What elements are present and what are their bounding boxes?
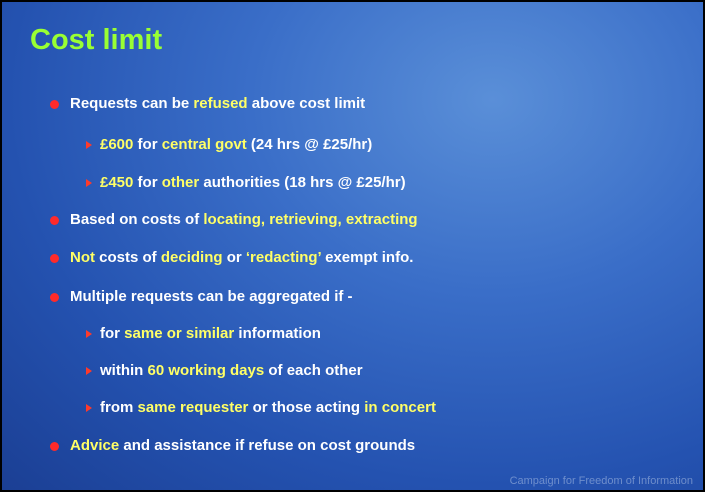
text-run: same requester [138, 399, 249, 416]
text-run: for [133, 174, 161, 191]
text-run: same or similar [124, 325, 234, 342]
slide: Cost limit Campaign for Freedom of Infor… [0, 0, 705, 492]
text-run: exempt info. [321, 249, 414, 266]
sub-bullet-text: from same requester or those acting in c… [100, 399, 436, 416]
text-run: 60 working days [148, 362, 265, 379]
bullet-marker [50, 293, 59, 302]
sub-bullet-text: £450 for other authorities (18 hrs @ £25… [100, 174, 406, 191]
text-run: other [162, 174, 200, 191]
sub-bullet-text: for same or similar information [100, 325, 321, 342]
text-run: refused [193, 95, 247, 112]
text-run: of each other [264, 362, 362, 379]
text-run: Multiple requests can be aggregated if - [70, 288, 353, 305]
text-run: £600 [100, 136, 133, 153]
text-run: for [100, 325, 124, 342]
text-run: Requests can be [70, 95, 193, 112]
text-run: Advice [70, 437, 119, 454]
sub-bullet-marker [86, 367, 92, 375]
text-run: authorities (18 hrs @ £25/hr) [199, 174, 405, 191]
text-run: and assistance if refuse on cost grounds [119, 437, 415, 454]
text-run: costs of [95, 249, 161, 266]
text-run: ‘redacting’ [246, 249, 321, 266]
bullet-text: Multiple requests can be aggregated if - [70, 288, 353, 305]
text-run: above cost limit [248, 95, 366, 112]
sub-bullet-marker [86, 404, 92, 412]
sub-bullet-text: within 60 working days of each other [100, 362, 363, 379]
sub-bullet-marker [86, 179, 92, 187]
bullet-marker [50, 442, 59, 451]
text-run: central govt [162, 136, 247, 153]
text-run: within [100, 362, 148, 379]
text-run: locating, retrieving, extracting [203, 211, 417, 228]
slide-title: Cost limit [30, 24, 162, 57]
text-run: or [223, 249, 246, 266]
text-run: information [234, 325, 321, 342]
sub-bullet-marker [86, 141, 92, 149]
bullet-marker [50, 216, 59, 225]
text-run: in concert [364, 399, 436, 416]
text-run: Based on costs of [70, 211, 203, 228]
bullet-text: Not costs of deciding or ‘redacting’ exe… [70, 249, 413, 266]
footer: Campaign for Freedom of Information [510, 475, 693, 487]
text-run: or those acting [248, 399, 364, 416]
bullet-marker [50, 100, 59, 109]
text-run: £450 [100, 174, 133, 191]
sub-bullet-marker [86, 330, 92, 338]
bullet-text: Advice and assistance if refuse on cost … [70, 437, 415, 454]
text-run: for [133, 136, 161, 153]
text-run: from [100, 399, 138, 416]
page: Cost limit Campaign for Freedom of Infor… [0, 0, 705, 492]
text-run: (24 hrs @ £25/hr) [247, 136, 373, 153]
sub-bullet-text: £600 for central govt (24 hrs @ £25/hr) [100, 136, 372, 153]
bullet-marker [50, 254, 59, 263]
text-run: deciding [161, 249, 223, 266]
bullet-text: Requests can be refused above cost limit [70, 95, 365, 112]
bullet-text: Based on costs of locating, retrieving, … [70, 211, 418, 228]
text-run: Not [70, 249, 95, 266]
